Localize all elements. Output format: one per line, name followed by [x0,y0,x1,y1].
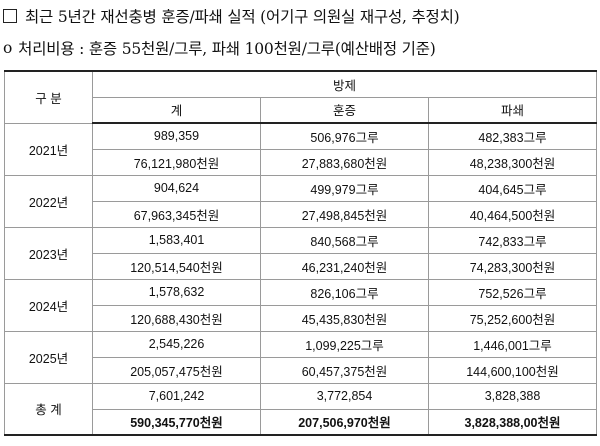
fumigation-cost: 60,457,375천원 [260,356,429,384]
total-count: 904,624 [92,174,261,202]
table-row: 67,963,345천원 27,498,845천원 40,464,500천원 [5,200,597,228]
heading-text: 최근 5년간 재선충병 훈증/파쇄 실적 (어기구 의원실 재구성, 추정치) [25,8,460,26]
table-row: 120,514,540천원 46,231,240천원 74,283,300천원 [5,252,597,280]
crushing-count: 742,833그루 [428,226,597,254]
grand-fumigation-count: 3,772,854 [260,382,429,410]
table-row: 120,688,430천원 45,435,830천원 75,252,600천원 [5,304,597,332]
total-row: 총 계 7,601,242 3,772,854 3,828,388 [4,382,597,436]
fumigation-count: 499,979그루 [260,174,429,202]
grand-crushing-cost: 3,828,388,00천원 [428,408,597,436]
fumigation-cost: 27,498,845천원 [260,200,429,228]
year-cell: 2025년 [4,330,93,384]
fumigation-count: 506,976그루 [260,122,429,150]
total-cost: 120,688,430천원 [92,304,261,332]
pest-control-table: 구 분 방제 계 훈증 파쇄 2021년 989,359 506,976그루 4… [4,70,597,436]
table-row: 2021년 989,359 506,976그루 482,383그루 [4,122,597,176]
table-row: 2022년 904,624 499,979그루 404,645그루 [4,174,597,228]
heading: 최근 5년간 재선충병 훈증/파쇄 실적 (어기구 의원실 재구성, 추정치) [3,3,597,29]
crushing-count: 404,645그루 [428,174,597,202]
table-row: 205,057,475천원 60,457,375천원 144,600,100천원 [5,356,597,384]
crushing-cost: 74,283,300천원 [428,252,597,280]
header-category: 구 분 [4,70,93,124]
year-cell: 2023년 [4,226,93,280]
total-cost: 120,514,540천원 [92,252,261,280]
table-row: 76,121,980천원 27,883,680천원 48,238,300천원 [5,148,597,176]
grand-total-count: 7,601,242 [92,382,261,410]
crushing-count: 482,383그루 [428,122,597,150]
total-count: 989,359 [92,122,261,150]
year-cell: 2024년 [4,278,93,332]
grand-total-cost: 590,345,770천원 [92,408,261,436]
grand-fumigation-cost: 207,506,970천원 [260,408,429,436]
crushing-cost: 40,464,500천원 [428,200,597,228]
total-count: 2,545,226 [92,330,261,358]
crushing-cost: 75,252,600천원 [428,304,597,332]
header-control: 방제 [92,70,597,98]
fumigation-count: 840,568그루 [260,226,429,254]
note-text: 처리비용 : 훈증 55천원/그루, 파쇄 100천원/그루(예산배정 기준) [18,40,436,58]
grand-crushing-count: 3,828,388 [428,382,597,410]
crushing-count: 1,446,001그루 [428,330,597,358]
crushing-cost: 48,238,300천원 [428,148,597,176]
total-label: 총 계 [4,382,93,436]
fumigation-cost: 45,435,830천원 [260,304,429,332]
note-bullet: o [3,39,13,57]
header-total: 계 [92,96,261,124]
total-cost: 205,057,475천원 [92,356,261,384]
year-cell: 2021년 [4,122,93,176]
fumigation-count: 826,106그루 [260,278,429,306]
crushing-count: 752,526그루 [428,278,597,306]
total-cost: 67,963,345천원 [92,200,261,228]
header-fumigation: 훈증 [260,96,429,124]
fumigation-cost: 27,883,680천원 [260,148,429,176]
crushing-cost: 144,600,100천원 [428,356,597,384]
checkbox-square-icon [3,9,17,23]
table-row: 2024년 1,578,632 826,106그루 752,526그루 [4,278,597,332]
total-cost-row: 590,345,770천원 207,506,970천원 3,828,388,00… [5,408,597,436]
fumigation-count: 1,099,225그루 [260,330,429,358]
header-crushing: 파쇄 [428,96,597,124]
total-count: 1,583,401 [92,226,261,254]
total-count: 1,578,632 [92,278,261,306]
cost-note: o 처리비용 : 훈증 55천원/그루, 파쇄 100천원/그루(예산배정 기준… [3,36,597,60]
year-cell: 2022년 [4,174,93,228]
fumigation-cost: 46,231,240천원 [260,252,429,280]
table-row: 2025년 2,545,226 1,099,225그루 1,446,001그루 [4,330,597,384]
total-cost: 76,121,980천원 [92,148,261,176]
table-row: 2023년 1,583,401 840,568그루 742,833그루 [4,226,597,280]
